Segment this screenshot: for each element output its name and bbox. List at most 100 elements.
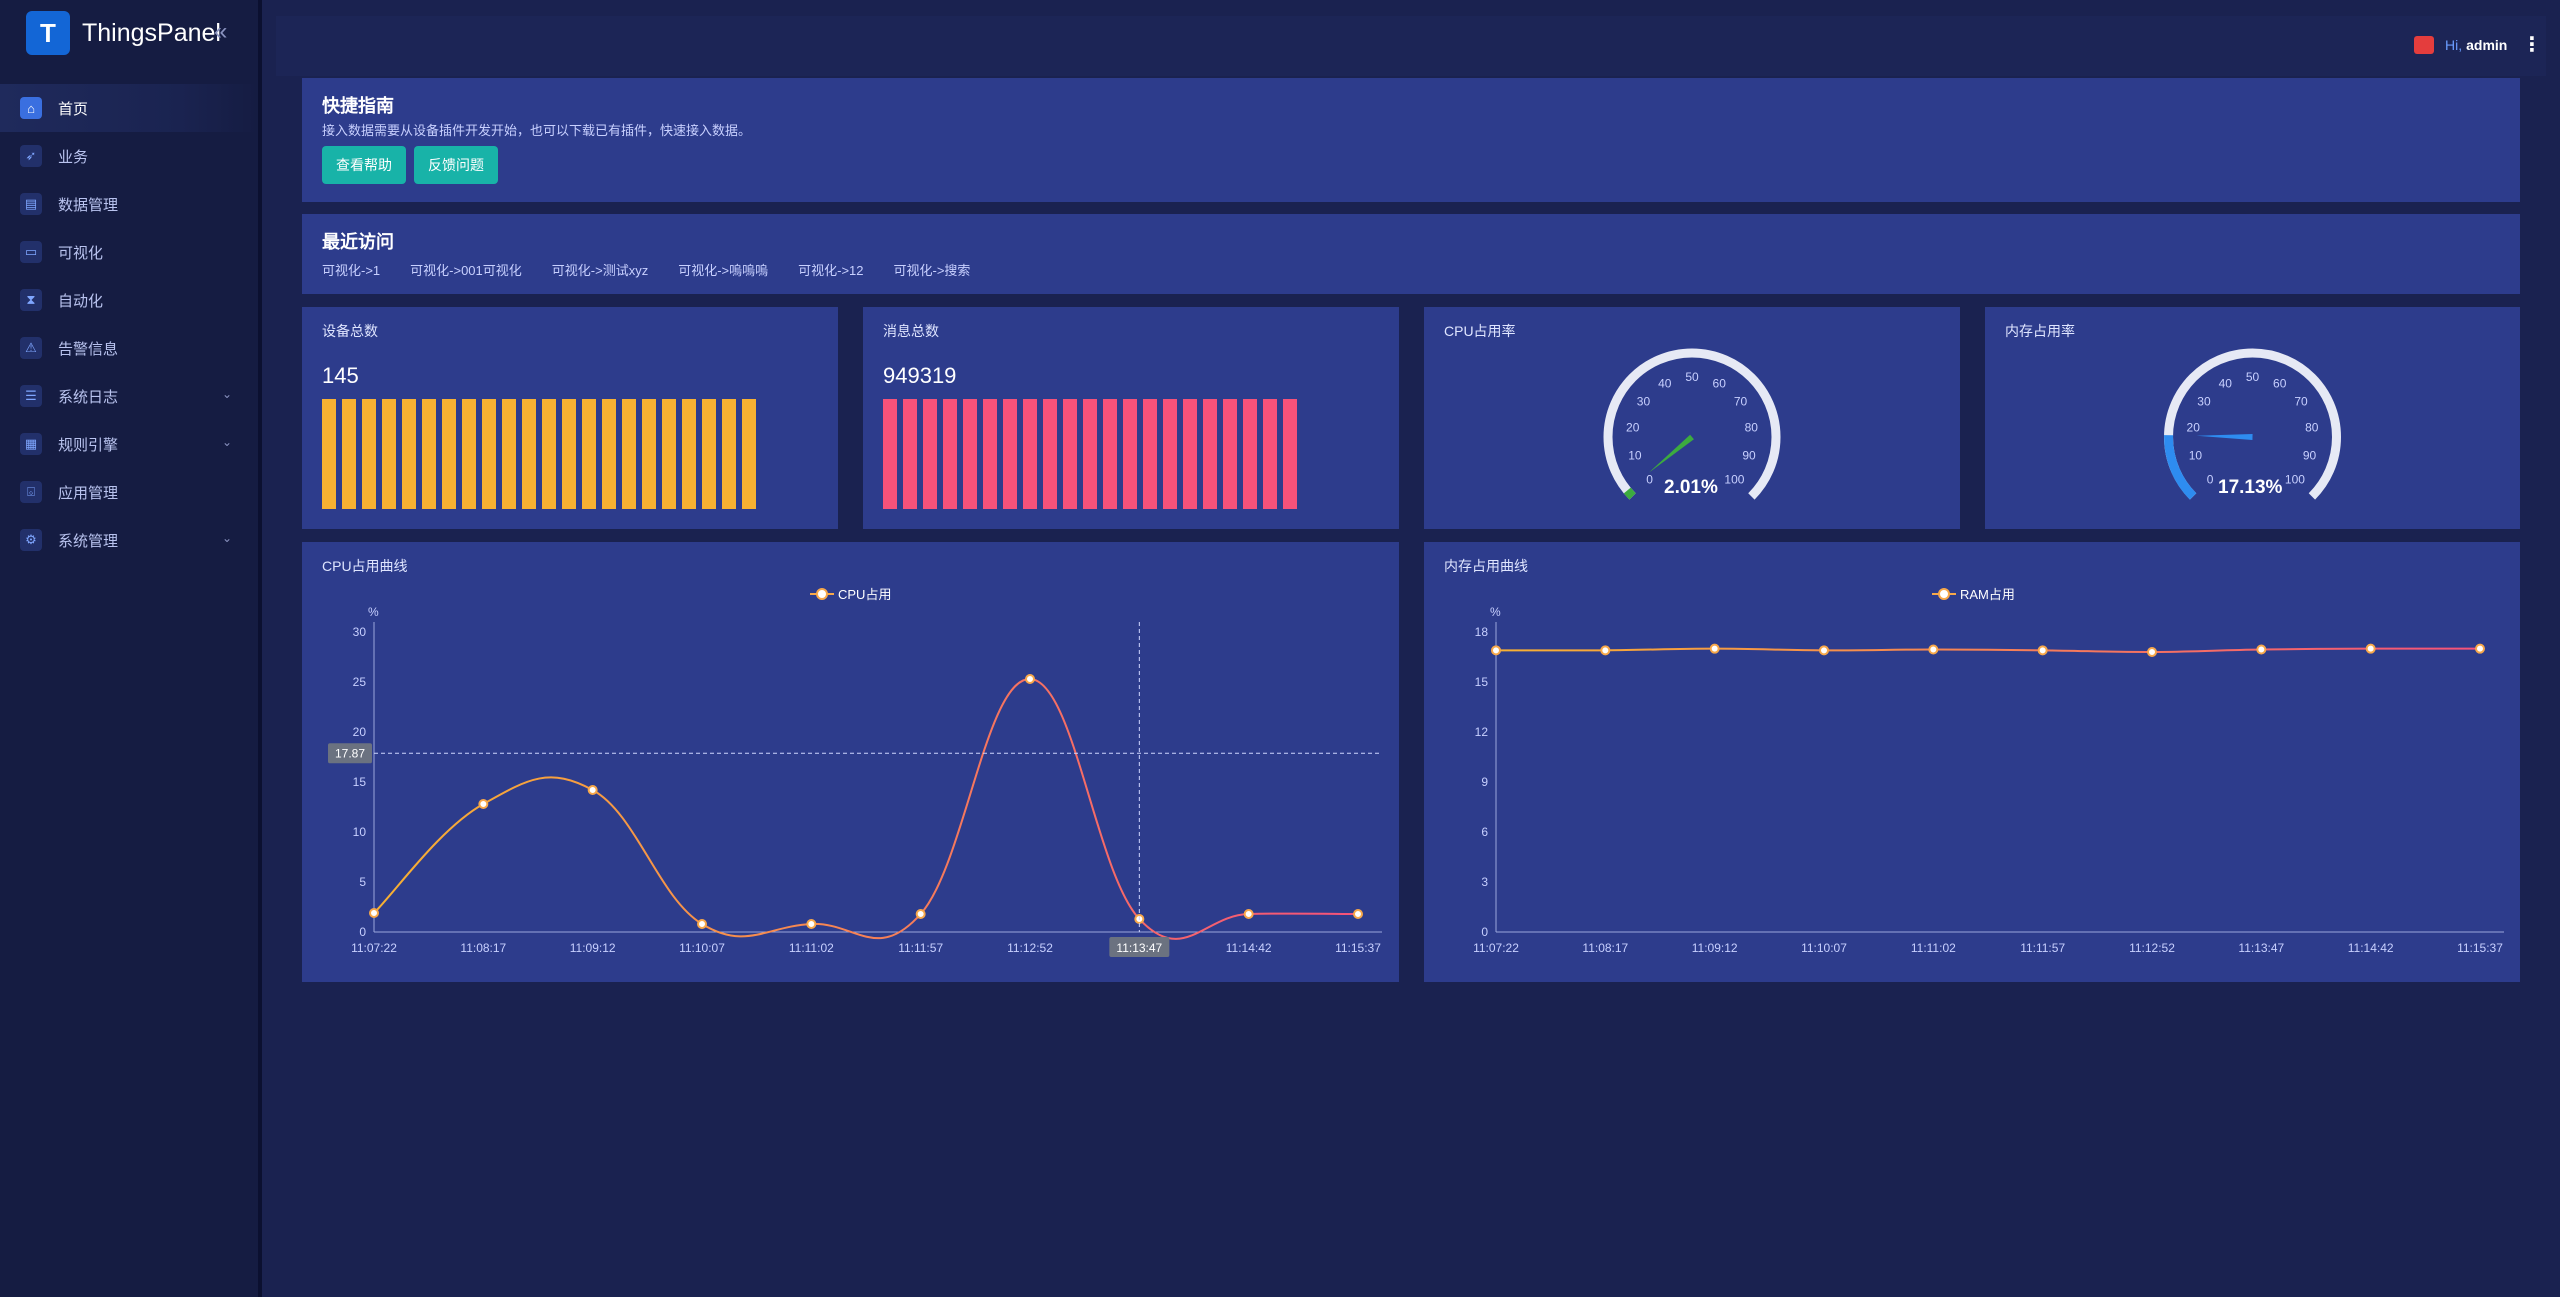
sidebar-item-5[interactable]: ⚠ 告警信息 [0, 324, 258, 372]
language-flag-icon[interactable] [2414, 36, 2434, 54]
stat-bar [362, 399, 376, 509]
collapse-icon[interactable]: « [214, 18, 228, 45]
x-tick-label: 11:09:12 [1692, 941, 1738, 955]
stat-bar [622, 399, 636, 509]
x-tick-label: 11:09:12 [570, 941, 616, 955]
gauge-tick-label: 60 [2273, 377, 2287, 391]
data-point[interactable] [1353, 909, 1363, 919]
gauge-tick-label: 10 [1628, 449, 1642, 463]
greeting: Hi, [2445, 37, 2463, 53]
gear-icon: ⚙ [20, 529, 42, 551]
recent-link[interactable]: 可视化->1 [322, 263, 381, 278]
stat-bar [722, 399, 736, 509]
warning-icon: ⚠ [20, 337, 42, 359]
y-tick-label: 15 [353, 775, 367, 789]
sidebar-item-label: 规则引擎 [58, 436, 119, 454]
memory-usage-label: 内存占用率 [2005, 323, 2075, 339]
data-point[interactable] [1600, 645, 1611, 656]
data-point[interactable] [1819, 645, 1829, 656]
x-tick-label: 11:14:42 [2348, 941, 2394, 955]
series-line [373, 677, 1359, 940]
x-tick-label: 11:08:17 [1582, 941, 1628, 955]
sidebar-item-8[interactable]: ⌺ 应用管理 [0, 468, 258, 516]
sidebar-item-label: 系统管理 [58, 532, 119, 550]
crosshair-x-badge [1109, 937, 1170, 957]
stat-bar [522, 399, 536, 509]
recent-link[interactable]: 可视化->001可视化 [410, 263, 522, 278]
stat-bar [742, 399, 756, 509]
sidebar-item-label: 数据管理 [58, 196, 119, 214]
stat-bar [682, 399, 696, 509]
legend-marker [1938, 588, 1950, 600]
x-tick-label: 11:11:02 [1911, 941, 1956, 955]
data-point[interactable] [2365, 643, 2376, 654]
gauge-tick-label: 100 [2285, 472, 2305, 486]
sidebar-item-2[interactable]: ▤ 数据管理 [0, 180, 258, 228]
sidebar-item-label: 告警信息 [58, 340, 119, 358]
user-menu[interactable]: Hi, admin [2445, 37, 2507, 53]
data-point[interactable] [2037, 645, 2048, 656]
recent-link[interactable]: 可视化->12 [798, 263, 864, 278]
data-point[interactable] [1025, 674, 1035, 684]
stat-bar [1043, 399, 1057, 509]
sidebar-nav: ⌂ 首页 ➶ 业务 ▤ 数据管理 ▭ 可视化 ⧗ 自动化 ⚠ 告警信息 ☰ 系统日志 ⌄ ▦ 规则引擎 ⌄ ⌺ 应用管… [0, 84, 258, 564]
gauge-tick-label: 30 [2197, 395, 2211, 409]
cpu-line-chart[interactable]: CPU占用% 0 5 10 15 20 25 30 11:07:22 11:08:17 11:09:… [302, 542, 1399, 982]
data-point[interactable] [1709, 643, 1720, 654]
sidebar-item-1[interactable]: ➶ 业务 [0, 132, 258, 180]
y-tick-label: 12 [1475, 725, 1489, 739]
sidebar-item-4[interactable]: ⧗ 自动化 [0, 276, 258, 324]
y-tick-label: 18 [1475, 625, 1489, 639]
guide-title: 快捷指南 [322, 96, 394, 116]
y-tick-label: 9 [1481, 775, 1488, 789]
y-tick-label: 0 [359, 925, 366, 939]
app-name: ThingsPanel [82, 18, 221, 47]
data-point[interactable] [478, 799, 489, 809]
stat-bar [482, 399, 496, 509]
sidebar-item-0[interactable]: ⌂ 首页 [0, 84, 258, 132]
data-point[interactable] [697, 919, 707, 929]
logo[interactable]: T ThingsPanel [26, 10, 221, 56]
more-options-icon[interactable]: ⋮ [2522, 34, 2542, 56]
gauge-tick-label: 80 [2305, 421, 2319, 435]
recent-link[interactable]: 可视化->测试xyz [551, 263, 649, 278]
data-point[interactable] [369, 908, 379, 918]
stat-bar [342, 399, 356, 509]
stat-bar [883, 399, 897, 509]
x-tick-label: 11:14:42 [1226, 941, 1272, 955]
data-point[interactable] [2256, 644, 2267, 655]
monitor-icon: ▭ [20, 241, 42, 263]
x-tick-label: 11:15:37 [1335, 941, 1381, 955]
sidebar-item-7[interactable]: ▦ 规则引擎 ⌄ [0, 420, 258, 468]
stat-bar [702, 399, 716, 509]
sidebar-item-9[interactable]: ⚙ 系统管理 ⌄ [0, 516, 258, 564]
data-point[interactable] [2147, 647, 2157, 657]
data-point[interactable] [1491, 645, 1501, 656]
legend-label[interactable]: CPU占用 [838, 587, 891, 602]
data-point[interactable] [806, 919, 817, 929]
data-point[interactable] [587, 785, 598, 795]
memory-line-chart[interactable]: RAM占用% 0 3 6 9 12 15 18 11:07:22 11:08:17 11:09:12… [1424, 542, 2520, 982]
stat-bar [1143, 399, 1157, 509]
y-tick-label: 5 [359, 875, 366, 889]
sidebar-item-label: 可视化 [58, 244, 104, 262]
data-point[interactable] [2475, 643, 2485, 654]
stat-bar [1183, 399, 1197, 509]
data-point[interactable] [915, 909, 926, 919]
x-tick-label: 11:12:52 [2129, 941, 2175, 955]
sidebar-item-label: 自动化 [58, 292, 104, 310]
sidebar-item-3[interactable]: ▭ 可视化 [0, 228, 258, 276]
help-button[interactable]: 查看帮助 [322, 146, 406, 184]
stat-bar [542, 399, 556, 509]
feedback-button[interactable]: 反馈问题 [414, 146, 498, 184]
chevron-down-icon: ⌄ [221, 531, 232, 545]
stat-bar [1223, 399, 1237, 509]
gauge-tick-label: 0 [2207, 472, 2214, 486]
gauge-tick-label: 20 [2187, 421, 2201, 435]
recent-link[interactable]: 可视化->搜索 [893, 263, 971, 278]
data-point[interactable] [1928, 644, 1939, 655]
recent-link[interactable]: 可视化->嗚嗚嗚 [678, 263, 769, 278]
data-point[interactable] [1243, 909, 1254, 919]
legend-label[interactable]: RAM占用 [1960, 587, 2015, 602]
sidebar-item-6[interactable]: ☰ 系统日志 ⌄ [0, 372, 258, 420]
